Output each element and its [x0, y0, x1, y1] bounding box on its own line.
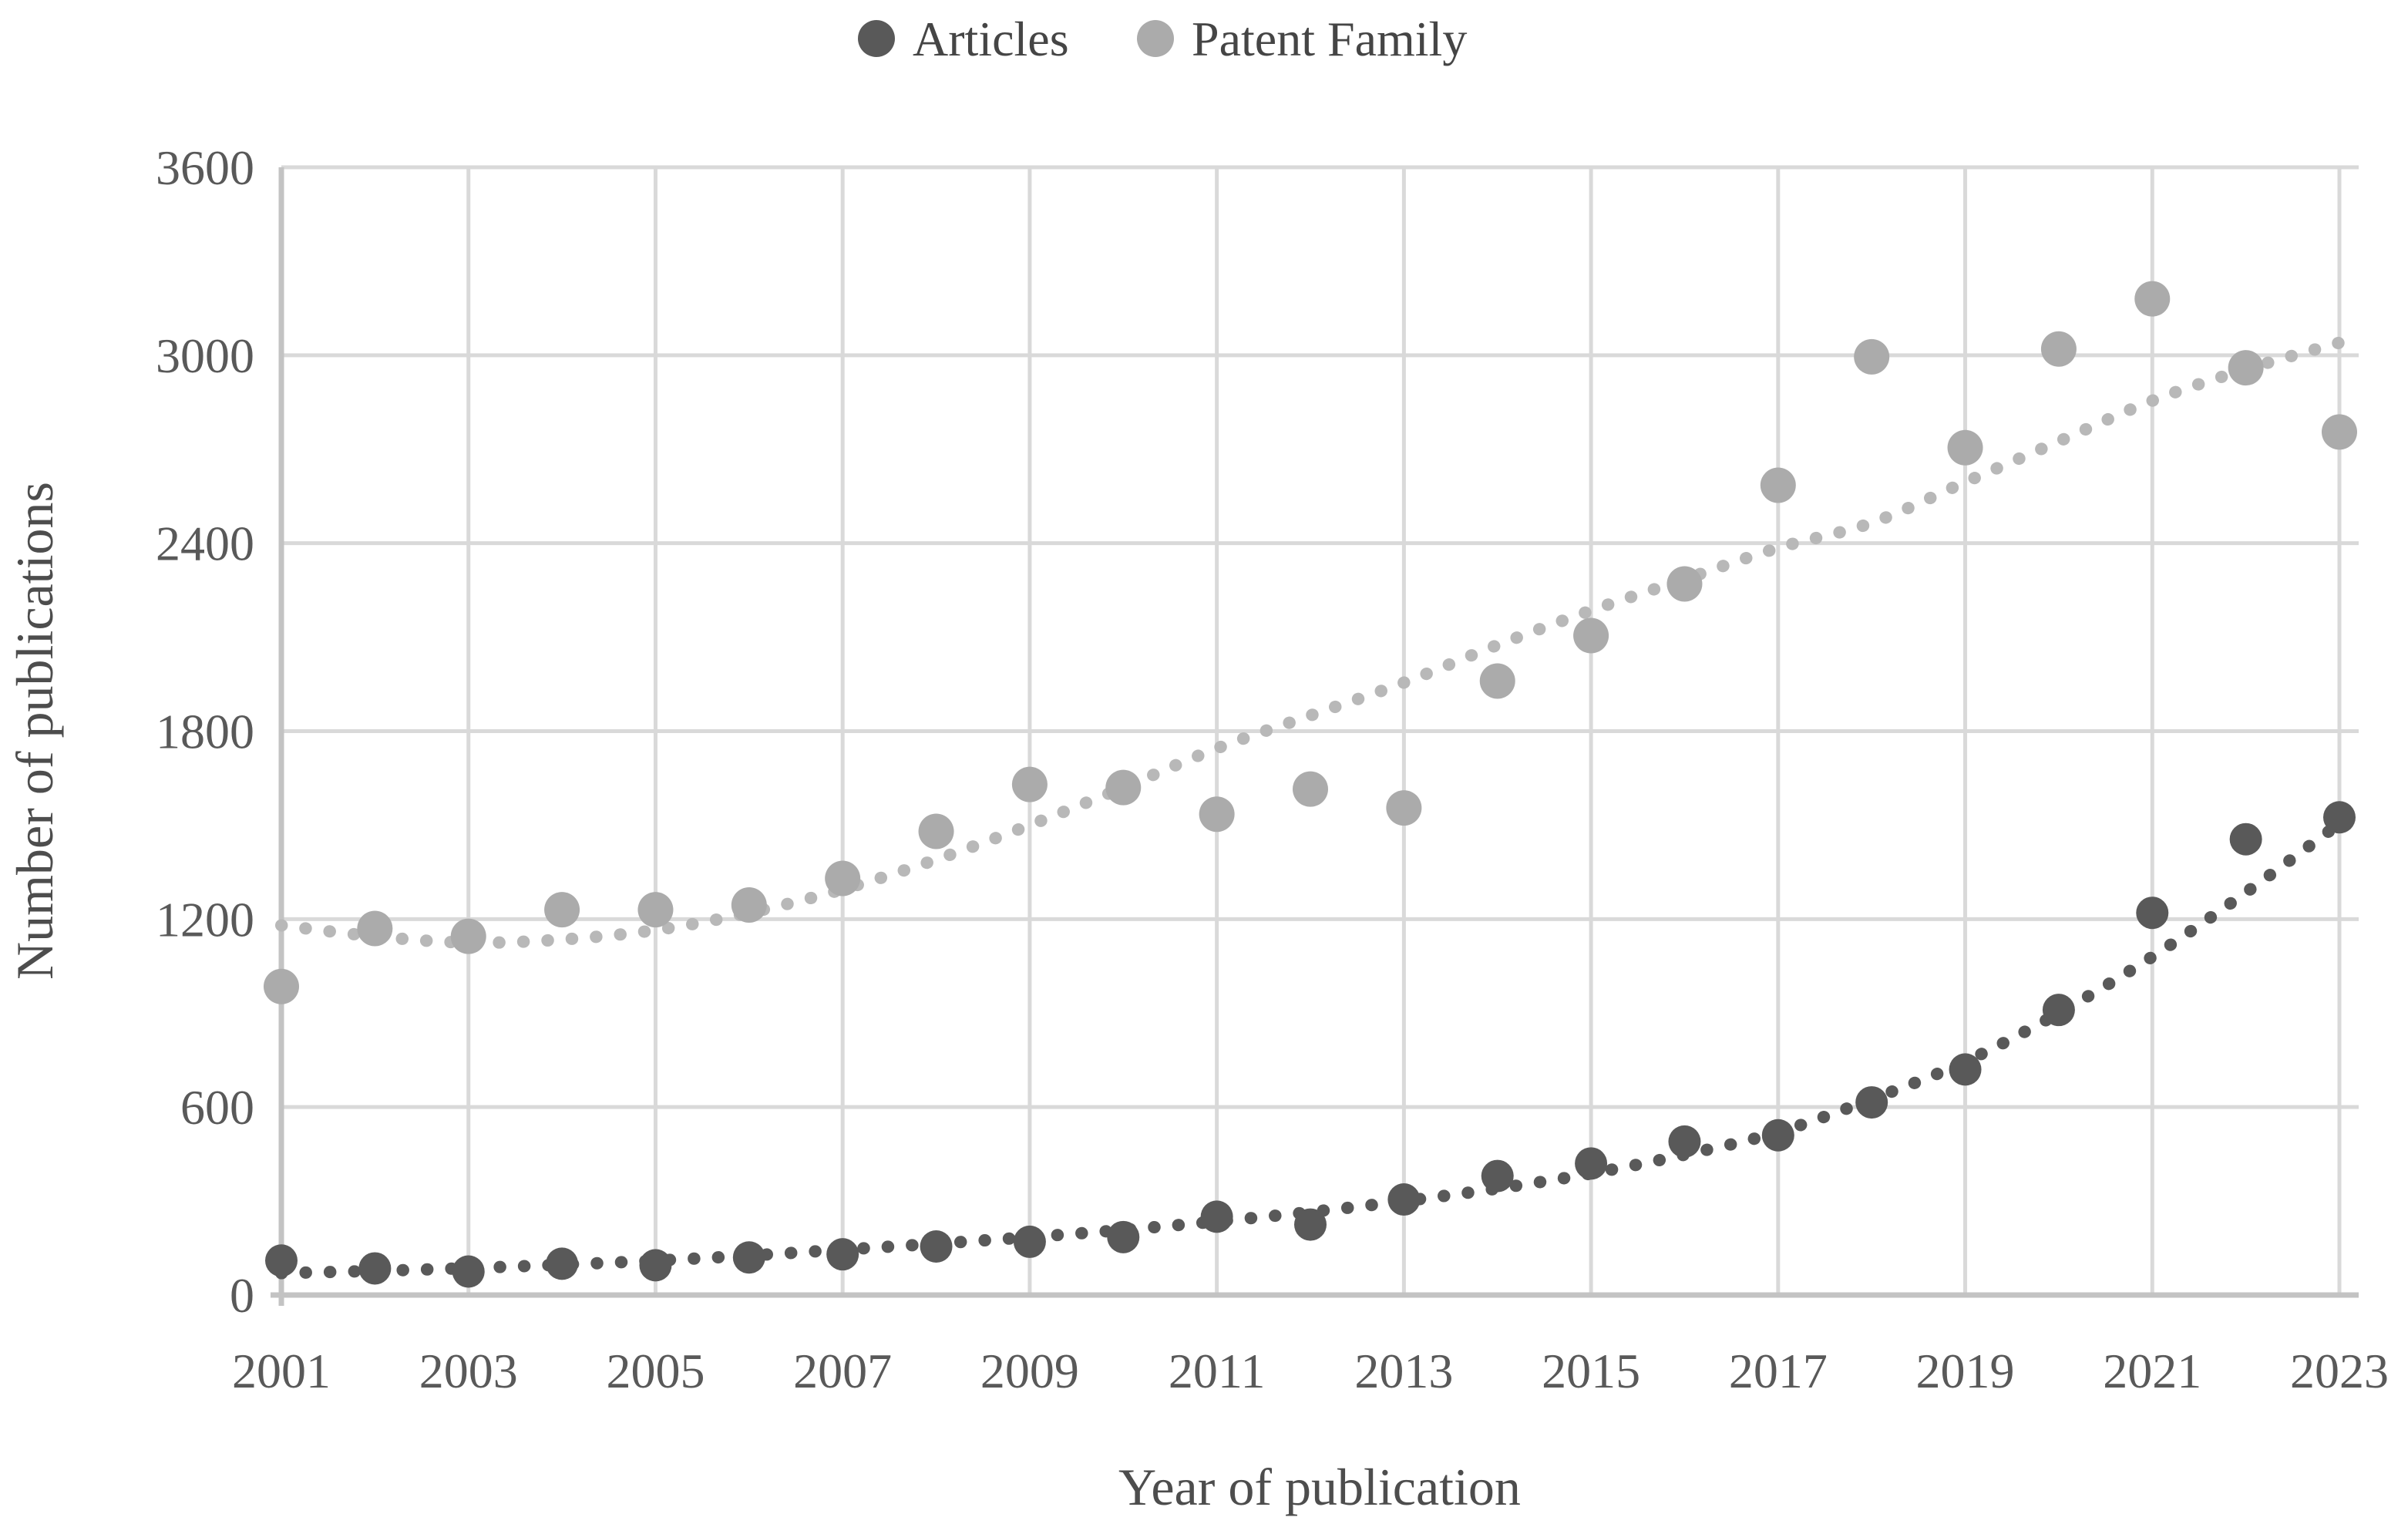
articles-point-2016	[1668, 1125, 1701, 1158]
patent-family-point-2020	[2040, 331, 2077, 367]
y-tick-label: 1200	[156, 892, 254, 947]
patent-family-point-2010	[1105, 769, 1142, 806]
patent-family-point-2018	[1854, 338, 1890, 375]
patent-family-point-2021	[2134, 281, 2171, 317]
legend-marker-articles	[858, 20, 895, 57]
articles-point-2020	[2042, 994, 2075, 1027]
articles-point-2011	[1200, 1200, 1233, 1233]
patent-family-point-2014	[1479, 663, 1515, 699]
articles-point-2006	[732, 1241, 765, 1274]
y-tick-label: 3600	[156, 140, 254, 195]
x-tick-label: 2015	[1542, 1344, 1640, 1398]
articles-point-2022	[2229, 823, 2262, 856]
x-tick-label: 2013	[1354, 1344, 1453, 1398]
legend-marker-patent-family	[1137, 20, 1174, 57]
patent-family-point-2009	[1011, 766, 1048, 802]
tick-label-layer: 2001 2003 2005 2007 2009 2011 2013 2015 2017 2019…	[156, 140, 2389, 1398]
patent-family-point-2019	[1947, 429, 1983, 466]
articles-point-2015	[1575, 1147, 1608, 1180]
articles-point-2002	[358, 1252, 392, 1285]
x-tick-label: 2001	[232, 1344, 331, 1398]
x-tick-label: 2007	[793, 1344, 892, 1398]
trendline-layer	[275, 336, 2346, 1280]
patent-family-point-2002	[357, 910, 393, 947]
patent-family-point-2006	[731, 887, 767, 923]
x-tick-label: 2023	[2290, 1344, 2389, 1398]
axis-layer	[271, 167, 2359, 1306]
patent-family-point-2008	[918, 813, 954, 849]
articles-point-2012	[1294, 1208, 1327, 1241]
y-tick-label: 1800	[156, 705, 254, 759]
articles-point-2007	[826, 1238, 859, 1271]
legend: Articles Patent Family	[858, 12, 1467, 66]
x-tick-label: 2005	[606, 1344, 705, 1398]
articles-point-2003	[452, 1255, 485, 1288]
y-tick-label: 600	[180, 1080, 254, 1135]
patent-family-point-2013	[1386, 790, 1422, 826]
patent-family-point-2005	[637, 892, 674, 928]
articles-trendline	[275, 817, 2346, 1280]
x-tick-label: 2017	[1729, 1344, 1828, 1398]
articles-point-2014	[1481, 1159, 1514, 1193]
x-tick-label: 2019	[1916, 1344, 2015, 1398]
articles-point-2009	[1013, 1225, 1046, 1258]
articles-point-2005	[639, 1249, 672, 1282]
patent-family-point-2003	[450, 918, 486, 954]
patent-family-point-2011	[1199, 796, 1235, 833]
articles-point-2001	[265, 1244, 298, 1277]
legend-label-patent-family: Patent Family	[1192, 12, 1467, 66]
legend-label-articles: Articles	[913, 12, 1069, 66]
articles-point-2019	[1949, 1053, 1982, 1086]
articles-point-2010	[1107, 1220, 1140, 1253]
patent-family-point-2022	[2228, 350, 2264, 386]
patent-family-point-2001	[264, 968, 299, 1004]
y-axis-title: Number of publications	[5, 482, 64, 980]
articles-point-2023	[2323, 801, 2356, 834]
patent-family-point-2023	[2322, 414, 2357, 450]
x-tick-label: 2021	[2103, 1344, 2201, 1398]
articles-point-2004	[546, 1247, 579, 1280]
x-tick-label: 2011	[1169, 1344, 1266, 1398]
patent-family-point-2015	[1573, 617, 1609, 654]
patent-family-point-2007	[825, 860, 861, 897]
articles-point-2021	[2136, 897, 2169, 930]
patent-family-point-2004	[544, 892, 580, 928]
x-axis-title: Year of publication	[1118, 1458, 1521, 1516]
patent-family-point-2012	[1293, 771, 1328, 807]
x-tick-label: 2009	[980, 1344, 1079, 1398]
patent-family-trendline	[275, 336, 2346, 949]
patent-family-point-2017	[1760, 467, 1796, 503]
articles-point-2017	[1761, 1119, 1794, 1152]
patent-family-point-2016	[1666, 566, 1703, 602]
data-point-layer	[264, 281, 2357, 1288]
articles-point-2013	[1387, 1183, 1421, 1216]
articles-point-2018	[1855, 1086, 1888, 1119]
articles-point-2008	[920, 1230, 953, 1263]
y-tick-label: 0	[230, 1268, 254, 1323]
x-tick-label: 2003	[419, 1344, 518, 1398]
y-tick-label: 2400	[156, 516, 254, 571]
y-tick-label: 3000	[156, 328, 254, 383]
